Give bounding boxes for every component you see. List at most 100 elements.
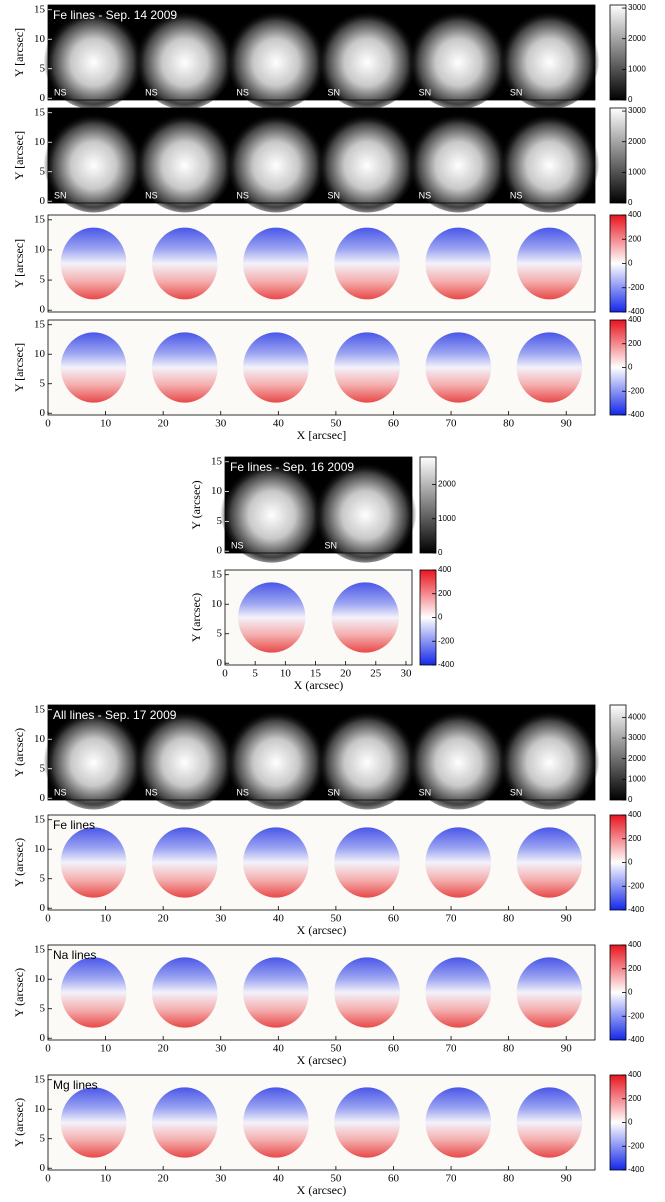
velocity-map <box>334 332 400 403</box>
panel-label: NS <box>145 87 158 97</box>
panel-frame <box>47 1074 596 1171</box>
x-tick-label: 70 <box>446 1173 458 1185</box>
y-tick-label: 5 <box>40 62 46 74</box>
y-tick-label: 0 <box>40 195 46 207</box>
velocity-map <box>60 957 127 1028</box>
x-tick-label: 20 <box>158 1043 170 1055</box>
intensity-image <box>225 5 327 110</box>
velocity-map <box>243 1087 309 1158</box>
velocity-map <box>516 227 583 300</box>
y-tick-label: 5 <box>40 762 46 774</box>
y-tick-label: 5 <box>40 1132 46 1144</box>
x-tick-label: 20 <box>158 1173 170 1185</box>
panel-background <box>48 320 595 415</box>
panel-label: NS <box>236 190 249 200</box>
panel-label: NS <box>145 190 158 200</box>
colorbar-tick-label: 2000 <box>628 137 646 146</box>
panel-label: NS <box>236 787 249 797</box>
colorbar-tick-label: 1000 <box>438 514 456 523</box>
colorbar-tick-label: 0 <box>628 198 633 207</box>
y-tick-label: 5 <box>217 515 223 527</box>
x-tick-label: 60 <box>388 418 400 430</box>
colorbar-tick-label: -200 <box>628 283 645 292</box>
intensity-image <box>499 108 600 213</box>
x-tick-label: 10 <box>100 1173 112 1185</box>
panel-label: NS <box>54 87 67 97</box>
x-tick-label: 30 <box>215 418 227 430</box>
y-tick-label: 15 <box>34 943 46 955</box>
velocity-map <box>516 957 583 1028</box>
intensity-image <box>408 5 509 110</box>
y-axis-label: Y [arcsec] <box>12 239 26 288</box>
panel-frame <box>47 319 596 416</box>
colorbar-tick-label: 0 <box>438 548 443 557</box>
intensity-image <box>43 5 144 110</box>
panel-title: All lines - Sep. 17 2009 <box>53 708 177 722</box>
panel-label: NS <box>510 190 523 200</box>
velocity-map <box>151 957 218 1028</box>
colorbar-tick-label: 200 <box>628 234 642 243</box>
colorbar <box>609 4 627 101</box>
colorbar-tick-label: 1000 <box>628 167 646 176</box>
velocity-map <box>243 827 309 898</box>
x-tick-label: 60 <box>388 913 400 925</box>
y-tick-label: 10 <box>34 733 46 745</box>
panel-background <box>48 945 595 1040</box>
velocity-map <box>151 827 218 898</box>
y-tick-label: 10 <box>34 348 46 360</box>
x-axis-label: X (arcsec) <box>297 1053 347 1067</box>
panel-label: NS <box>231 540 244 550</box>
colorbar-tick-label: 0 <box>438 613 443 622</box>
y-tick-label: 10 <box>34 33 46 45</box>
y-tick-label: 5 <box>40 377 46 389</box>
velocity-map <box>425 827 492 898</box>
x-tick-label: 15 <box>310 668 322 680</box>
colorbar-tick-label: 2000 <box>438 480 456 489</box>
panel-label: SN <box>510 87 523 97</box>
velocity-map <box>60 827 127 898</box>
y-tick-label: 5 <box>217 627 223 639</box>
velocity-map <box>334 227 400 300</box>
colorbar-tick-label: 0 <box>628 858 633 867</box>
intensity-image <box>408 705 509 810</box>
panel-frame <box>224 456 413 554</box>
x-tick-label: 70 <box>446 418 458 430</box>
colorbar-tick-label: 400 <box>438 565 452 574</box>
y-axis-label: Y (arcsec) <box>12 728 26 777</box>
y-tick-label: 15 <box>34 1073 46 1085</box>
y-axis-label: Y [arcsec] <box>12 343 26 392</box>
colorbar-tick-label: -200 <box>438 636 455 645</box>
intensity-image <box>220 457 324 563</box>
velocity-map <box>516 332 583 403</box>
panel-label: SN <box>328 87 341 97</box>
colorbar-tick-label: 0 <box>628 988 633 997</box>
velocity-map <box>238 582 306 653</box>
intensity-image <box>225 705 327 810</box>
colorbar-tick-label: 2000 <box>628 34 646 43</box>
x-tick-label: 90 <box>561 1043 573 1055</box>
velocity-map <box>243 227 309 300</box>
colorbar-tick-label: -200 <box>628 1011 645 1020</box>
y-axis-label: Y [arcsec] <box>12 28 26 77</box>
y-tick-label: 0 <box>40 407 46 419</box>
colorbar-tick-label: 3000 <box>628 106 646 115</box>
panel-frame <box>224 569 413 666</box>
colorbar-tick-label: 200 <box>628 339 642 348</box>
colorbar-tick-label: 400 <box>628 210 642 219</box>
panel-frame <box>47 4 596 101</box>
y-axis-label: Y (arcsec) <box>189 480 203 529</box>
colorbar <box>609 107 627 204</box>
y-axis-label: Y [arcsec] <box>12 131 26 180</box>
x-tick-label: 25 <box>370 668 382 680</box>
panel-label: SN <box>328 190 341 200</box>
intensity-image <box>225 108 327 213</box>
y-tick-label: 15 <box>211 455 223 467</box>
x-tick-label: 40 <box>273 913 285 925</box>
colorbar-tick-label: -200 <box>628 1141 645 1150</box>
intensity-image <box>499 705 600 810</box>
panel-title: Mg lines <box>53 1078 98 1092</box>
y-tick-label: 5 <box>40 1002 46 1014</box>
colorbar-tick-label: 400 <box>628 1070 642 1079</box>
panel-label: SN <box>328 787 341 797</box>
x-axis-label: X (arcsec) <box>294 678 344 692</box>
